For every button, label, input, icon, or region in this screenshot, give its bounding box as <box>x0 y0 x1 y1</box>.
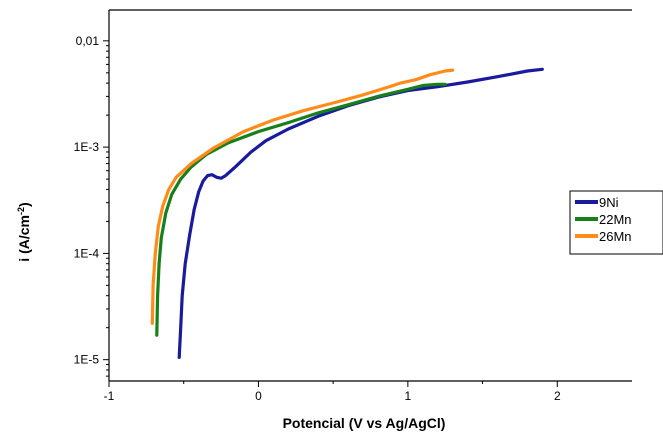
legend-label: 9Ni <box>599 195 619 210</box>
y-axis-title-tail: ) <box>16 202 32 207</box>
series-layer <box>150 67 544 359</box>
series-line-22mn <box>155 82 447 337</box>
legend-label: 26Mn <box>599 229 632 244</box>
x-tick-label: -1 <box>104 389 115 403</box>
series-line-9ni <box>177 67 544 359</box>
legend-label: 22Mn <box>599 212 632 227</box>
y-axis: 0,01 1E-3 1E-4 1E-5 <box>74 34 109 377</box>
y-tick-label: 1E-5 <box>74 353 100 367</box>
y-axis-title: i (A/cm-2) <box>16 202 32 261</box>
x-tick-label: 1 <box>405 389 412 403</box>
y-axis-title-superscript: -2 <box>16 207 26 215</box>
y-tick-label: 1E-4 <box>74 246 100 260</box>
series-line-26mn <box>150 68 455 325</box>
plot-area <box>108 9 632 382</box>
legend: 9Ni 22Mn 26Mn <box>569 190 663 255</box>
y-tick-label: 0,01 <box>76 34 100 48</box>
x-axis: -1 0 1 2 <box>104 381 561 403</box>
x-tick-label: 0 <box>255 389 262 403</box>
y-axis-title-main: i (A/cm <box>16 215 32 262</box>
y-tick-label: 1E-3 <box>74 140 100 154</box>
x-axis-title: Potencial (V vs Ag/AgCl) <box>283 415 446 431</box>
x-tick-label: 2 <box>554 389 561 403</box>
